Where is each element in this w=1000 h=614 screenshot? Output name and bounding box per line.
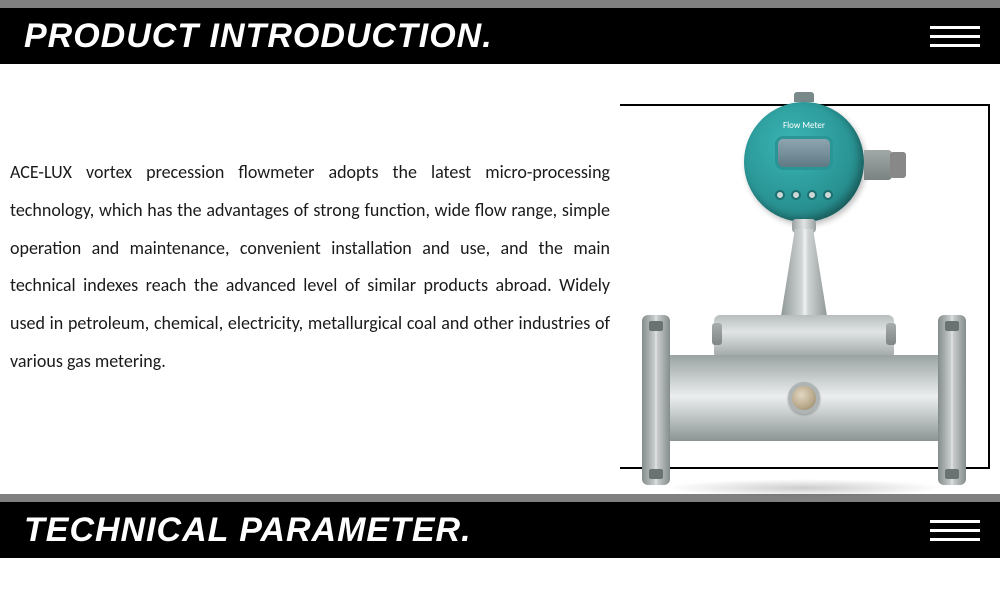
head-nut-icon: [890, 152, 906, 178]
intro-paragraph: ACE-LUX vortex precession flowmeter adop…: [10, 104, 610, 381]
section-header-tech: TECHNICAL PARAMETER.: [0, 502, 1000, 558]
divider-strip: [0, 0, 1000, 8]
bottom-spacer: [0, 558, 1000, 598]
head-conduit-icon: [864, 150, 892, 180]
display-head: Flow Meter: [744, 102, 864, 222]
flowmeter-illustration: Flow Meter: [644, 97, 964, 497]
menu-icon[interactable]: [930, 510, 980, 550]
housing-icon: [714, 315, 894, 357]
flange-left-icon: [642, 315, 670, 485]
head-buttons: [775, 190, 833, 200]
lcd-screen-icon: [775, 136, 833, 170]
head-label: Flow Meter: [783, 120, 825, 131]
cable-icon: [794, 92, 814, 102]
intro-content: ACE-LUX vortex precession flowmeter adop…: [0, 64, 1000, 494]
menu-icon[interactable]: [930, 16, 980, 56]
section-title-tech: TECHNICAL PARAMETER.: [24, 511, 472, 550]
neck-icon: [779, 229, 829, 329]
section-header-intro: PRODUCT INTRODUCTION.: [0, 8, 1000, 64]
flange-right-icon: [938, 315, 966, 485]
sensor-bolt-icon: [788, 382, 820, 414]
shadow-icon: [664, 479, 944, 497]
section-title-intro: PRODUCT INTRODUCTION.: [24, 17, 493, 56]
product-image-frame: Flow Meter: [620, 104, 990, 469]
